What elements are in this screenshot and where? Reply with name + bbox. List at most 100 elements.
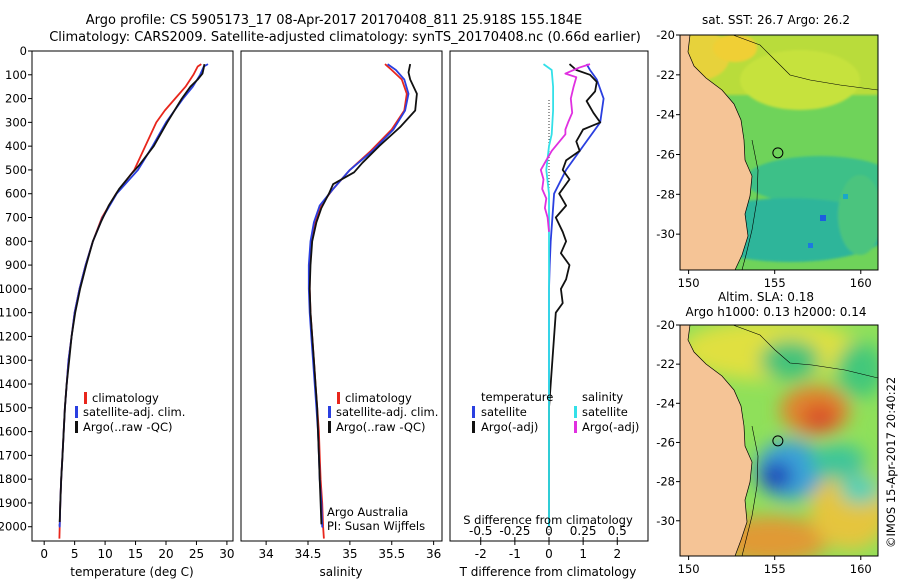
- sal-legend-label-argo: Argo(..raw -QC): [336, 420, 426, 434]
- map-x-tick-label: 160: [850, 562, 872, 576]
- sst-map-axes: 150 155 160 -20 -22 -24 -26 -28 -30: [656, 28, 872, 290]
- x-tick-label: -1: [509, 547, 521, 561]
- temperature-plot-frame: [31, 50, 234, 542]
- x-tick-label: 1: [579, 547, 587, 561]
- depth-tick-label: 500: [5, 163, 27, 177]
- series-line-argo-raw-qc-: [58, 63, 206, 523]
- map-y-tick-label: -28: [656, 475, 675, 489]
- temperature-xlabel: temperature (deg C): [70, 565, 193, 579]
- sal-legend-label-satellite: satellite-adj. clim.: [336, 405, 438, 419]
- sla-teal-patch-2: [840, 476, 878, 504]
- diff-line-s-satellite: [542, 63, 554, 527]
- legend-t-satellite-label: satellite: [481, 405, 527, 419]
- sla-shelf-contour: [741, 425, 759, 556]
- depth-tick-label: 600: [5, 187, 27, 201]
- x-tick-label: 2: [613, 547, 621, 561]
- argo-australia-label: Argo Australia: [327, 505, 408, 519]
- temperature-series-layer: [58, 63, 209, 539]
- sla-teal-patch: [810, 444, 866, 480]
- x-tick-label: 35.5: [378, 547, 405, 561]
- s-tick-label: 0: [545, 524, 553, 538]
- salinity-panel: 34 34.5 35 35.5 36 salinity climatology sate…: [240, 50, 443, 579]
- depth-tick-label: 1800: [0, 472, 27, 486]
- legend-t-argo-label: Argo(-adj): [481, 420, 538, 434]
- temperature-panel: 0100200300400500600700800900100011001200…: [0, 44, 235, 579]
- map-y-tick-label: -22: [656, 357, 675, 371]
- sst-cold-pixel: [820, 215, 826, 221]
- legend-salinity-heading: salinity: [582, 390, 623, 404]
- depth-tick-label: 1600: [0, 425, 27, 439]
- depth-tick-label: 1300: [0, 353, 27, 367]
- legend-s-argo-label: Argo(-adj): [582, 420, 639, 434]
- x-tick-label: 34.5: [295, 547, 322, 561]
- depth-tick-label: 2000: [0, 520, 27, 534]
- map-x-tick-label: 155: [764, 276, 786, 290]
- legend-swatch-argo: [75, 421, 78, 433]
- s-tick-label: -0.5: [469, 524, 492, 538]
- x-tick-label: 35: [342, 547, 357, 561]
- depth-tick-label: 700: [5, 211, 27, 225]
- sla-argo-position-marker: [772, 435, 784, 447]
- depth-tick-label: 400: [5, 139, 27, 153]
- depth-tick-label: 1400: [0, 377, 27, 391]
- sla-blue-eddy-core: [760, 462, 792, 490]
- temperature-x-axis: 0 5 10 15 20 25 30: [40, 541, 235, 561]
- x-tick-label: 20: [158, 547, 173, 561]
- map-y-tick-label: -22: [656, 68, 675, 82]
- salinity-plot-frame: [240, 50, 443, 542]
- header-line2: Climatology: CARS2009. Satellite-adjuste…: [49, 30, 641, 45]
- depth-tick-label: 1700: [0, 448, 27, 462]
- map-y-tick-label: -30: [656, 227, 675, 241]
- sst-yellow-patch-2: [713, 35, 757, 62]
- depth-tick-label: 1900: [0, 496, 27, 510]
- x-tick-label: 5: [71, 547, 79, 561]
- x-tick-label: 10: [97, 547, 112, 561]
- sst-cold-pixel-2: [808, 243, 813, 248]
- x-tick-label: 34: [258, 547, 273, 561]
- sla-map-axes: 150 155 160 -20 -22 -24 -26 -28 -30: [656, 318, 872, 576]
- legend-t-argo-swatch: [472, 421, 475, 433]
- salinity-xlabel: salinity: [319, 565, 362, 579]
- sst-cool-patch-3: [838, 175, 878, 255]
- x-tick-label: 36: [426, 547, 441, 561]
- x-tick-label: 25: [189, 547, 204, 561]
- sla-map-title-line2: Argo h1000: 0.13 h2000: 0.14: [686, 305, 867, 319]
- sst-australia-land: [680, 35, 753, 270]
- depth-tick-label: 1200: [0, 329, 27, 343]
- diff-line-s-argo-adj-: [539, 63, 591, 232]
- difference-panel: -2 -1 0 1 2 -0.5 -0.25 0 0.25 0.5 S difference f…: [449, 50, 649, 579]
- sla-bathymetry-contour: [732, 325, 878, 379]
- depth-tick-label: 100: [5, 68, 27, 82]
- s-difference-label: S difference from climatology: [463, 513, 633, 527]
- map-y-tick-label: -28: [656, 187, 675, 201]
- depth-tick-label: 900: [5, 258, 27, 272]
- t-difference-x-axis: -2 -1 0 1 2: [475, 541, 621, 561]
- temperature-legend: climatology satellite-adj. clim. Argo(..…: [75, 391, 185, 434]
- map-y-tick-label: -30: [656, 514, 675, 528]
- sst-cold-pixel-3: [843, 194, 848, 199]
- sst-warm-patch: [740, 50, 860, 110]
- sla-australia-land: [680, 325, 753, 556]
- x-tick-label: -2: [475, 547, 487, 561]
- depth-tick-label: 1000: [0, 282, 27, 296]
- map-x-tick-label: 160: [850, 276, 872, 290]
- sst-map: sat. SST: 26.7 Argo: 26.2 150 155 160 -20 -2…: [656, 13, 879, 290]
- depth-tick-label: 1100: [0, 306, 27, 320]
- legend-swatch-satellite: [75, 406, 78, 418]
- map-y-tick-label: -26: [656, 435, 675, 449]
- depth-tick-label: 0: [20, 44, 27, 58]
- salinity-series-layer: [307, 63, 418, 539]
- map-y-tick-label: -20: [656, 318, 675, 332]
- legend-label-argo: Argo(..raw -QC): [83, 420, 173, 434]
- legend-swatch-climatology: [84, 392, 87, 404]
- sal-legend-label-climatology: climatology: [345, 391, 412, 405]
- sst-argo-position-marker: [772, 147, 784, 159]
- legend-s-argo-swatch: [574, 421, 577, 433]
- legend-temperature-heading: temperature: [481, 390, 553, 404]
- s-difference-scale: -0.5 -0.25 0 0.25 0.5: [469, 524, 627, 541]
- t-difference-label: T difference from climatology: [459, 565, 637, 579]
- map-y-tick-label: -26: [656, 147, 675, 161]
- sst-map-frame: [679, 34, 879, 271]
